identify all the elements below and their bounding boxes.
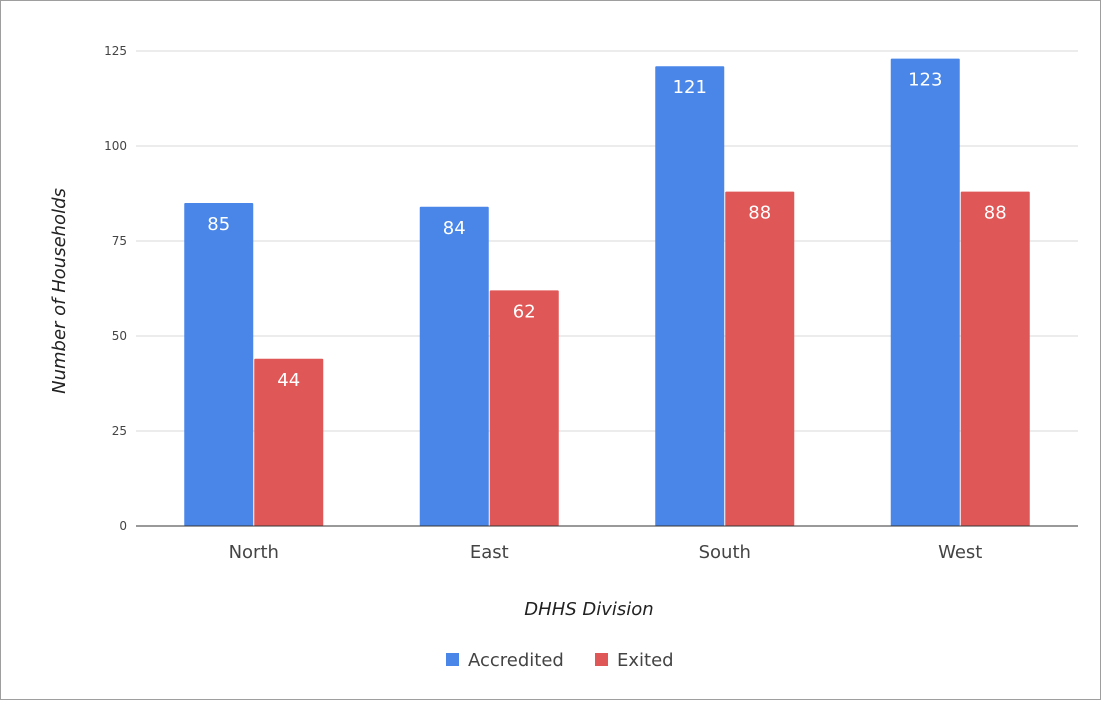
bar-value-label: 44 bbox=[277, 370, 300, 391]
y-tick-label: 100 bbox=[104, 139, 127, 153]
legend-swatch-exited bbox=[595, 653, 608, 666]
legend-label-exited: Exited bbox=[617, 650, 674, 671]
bar-west-accredited bbox=[890, 58, 960, 526]
x-axis-ticks: North East South West bbox=[229, 542, 983, 563]
bar-data-labels: 85 44 84 62 121 88 123 88 bbox=[207, 70, 1006, 391]
bar-value-label: 84 bbox=[443, 218, 466, 239]
bar-east-exited bbox=[489, 290, 559, 526]
y-axis-ticks: 0 25 50 75 100 125 bbox=[104, 44, 127, 533]
y-tick-label: 125 bbox=[104, 44, 127, 58]
bar-south-accredited bbox=[655, 66, 725, 526]
bar-value-label: 88 bbox=[984, 203, 1007, 224]
bar-east-accredited bbox=[419, 206, 489, 527]
bar-value-label: 121 bbox=[673, 77, 707, 98]
legend: Accredited Exited bbox=[446, 650, 674, 671]
bar-value-label: 123 bbox=[908, 70, 942, 91]
bar-north-accredited bbox=[184, 203, 254, 526]
y-tick-label: 0 bbox=[119, 519, 127, 533]
x-tick-label: North bbox=[229, 542, 279, 563]
bar-west-exited bbox=[960, 191, 1030, 526]
y-tick-label: 75 bbox=[112, 234, 127, 248]
bar-value-label: 62 bbox=[513, 301, 536, 322]
y-axis-title: Number of Households bbox=[49, 188, 70, 394]
y-tick-label: 25 bbox=[112, 424, 127, 438]
bars bbox=[184, 58, 1030, 527]
bar-north-exited bbox=[254, 358, 324, 526]
legend-label-accredited: Accredited bbox=[468, 650, 564, 671]
x-tick-label: South bbox=[699, 542, 751, 563]
bar-south-exited bbox=[725, 191, 795, 526]
x-tick-label: West bbox=[938, 542, 982, 563]
y-tick-label: 50 bbox=[112, 329, 127, 343]
x-tick-label: East bbox=[470, 542, 509, 563]
bar-value-label: 85 bbox=[207, 214, 230, 235]
x-axis-title: DHHS Division bbox=[524, 599, 653, 620]
bar-value-label: 88 bbox=[748, 203, 771, 224]
legend-swatch-accredited bbox=[446, 653, 459, 666]
